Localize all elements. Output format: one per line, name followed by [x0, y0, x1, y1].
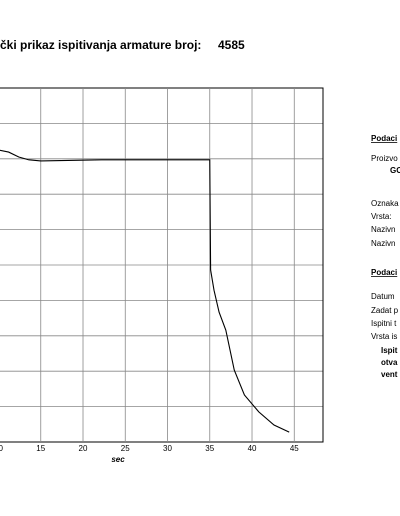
x-tick-label: 10 [0, 444, 3, 453]
x-axis-label: sec [111, 455, 125, 464]
section-title: Podaci [371, 268, 397, 277]
field: Zadat p [371, 306, 399, 315]
data-line [0, 149, 290, 433]
x-tick-label: 35 [205, 444, 214, 453]
test-number: 4585 [218, 38, 245, 52]
x-tick-label: 30 [163, 444, 172, 453]
result: otva [381, 358, 398, 367]
field: Nazivn [371, 225, 395, 234]
chart-title: čki prikaz ispitivanja armature broj: [0, 38, 201, 52]
section-title: Podaci [371, 134, 397, 143]
field: Vrsta is [371, 332, 397, 341]
field: Vrsta: [371, 212, 392, 221]
x-tick-label: 45 [290, 444, 299, 453]
x-tick-label: 25 [121, 444, 130, 453]
result: Ispit [381, 346, 398, 355]
h-grid [0, 123, 323, 408]
side-panel: Podaci Proizvo GO Oznaka Vrsta: Nazivn N… [371, 134, 400, 379]
field: Oznaka [371, 199, 399, 208]
x-tick-label: 40 [248, 444, 257, 453]
field: Datum [371, 292, 395, 301]
plot-frame [0, 87, 324, 443]
field-value: GO [390, 166, 400, 175]
field: Nazivn [371, 239, 395, 248]
x-tick-label: 15 [36, 444, 45, 453]
field: Ispitni t [371, 319, 397, 328]
result: vent [381, 370, 398, 379]
x-tick-label: 20 [79, 444, 88, 453]
field: Proizvo [371, 154, 398, 163]
